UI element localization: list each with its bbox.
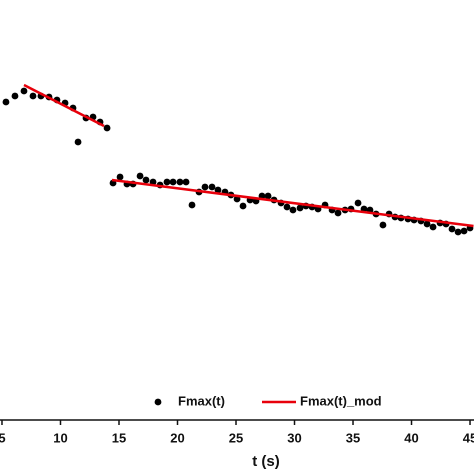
data-point [176,178,184,186]
data-point [201,183,209,191]
data-point [264,192,272,200]
data-point [136,172,144,180]
data-point [208,183,216,191]
data-point [169,178,177,186]
data-point [214,186,222,194]
data-point [182,178,190,186]
data-point [188,201,196,209]
x-tick-label: 25 [229,430,243,445]
legend-marker [154,398,162,406]
data-point [448,225,456,233]
fit-line [23,83,474,228]
x-tick-label: 30 [287,430,301,445]
data-point [379,221,387,229]
data-point [289,206,297,214]
x-tick-label: 5 [0,430,6,445]
x-tick-label: 15 [112,430,126,445]
data-point [2,98,10,106]
data-point [20,87,28,95]
data-point [423,220,431,228]
data-point [29,92,37,100]
data-point [334,209,342,217]
data-point [163,178,171,186]
data-point [454,228,462,236]
data-point [354,199,362,207]
legend-label: Fmax(t)_mod [300,393,382,408]
x-tick-label: 20 [170,430,184,445]
data-point [103,124,111,132]
data-point [460,227,468,235]
data-point [11,92,19,100]
legend-label: Fmax(t) [178,393,225,408]
x-tick-label: 40 [404,430,418,445]
data-point [239,202,247,210]
data-point [283,203,291,211]
data-point [429,223,437,231]
x-tick-label: 35 [346,430,360,445]
data-point [74,138,82,146]
x-axis-label: t (s) [252,453,280,470]
data-point [142,176,150,184]
data-point [116,173,124,181]
x-tick-label: 10 [53,430,67,445]
data-point [296,204,304,212]
data-point [149,178,157,186]
x-tick-label: 45 [463,430,474,445]
